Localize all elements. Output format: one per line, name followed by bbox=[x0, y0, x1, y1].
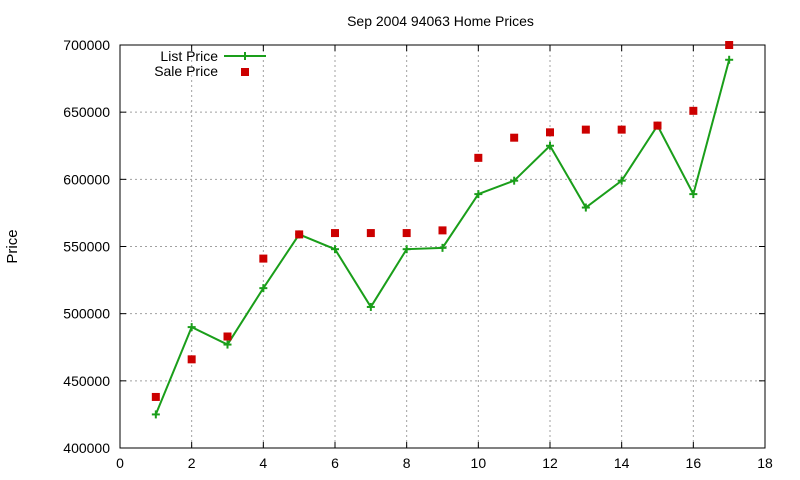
sale-price-point bbox=[402, 229, 411, 238]
list-price-point bbox=[617, 176, 626, 185]
x-tick-label: 8 bbox=[403, 455, 411, 471]
legend-swatch-list-price bbox=[224, 52, 266, 60]
legend-plus-marker bbox=[241, 52, 249, 60]
sale-price-point bbox=[581, 125, 590, 134]
x-tick-label: 12 bbox=[542, 455, 558, 471]
sale-price-point bbox=[331, 229, 339, 238]
chart-title: Sep 2004 94063 Home Prices bbox=[347, 13, 534, 29]
list-price-point bbox=[223, 340, 232, 349]
y-tick-label: 500000 bbox=[63, 306, 110, 322]
sale-price-point bbox=[295, 230, 304, 239]
list-price-point bbox=[402, 245, 411, 254]
sale-price-point bbox=[653, 121, 662, 130]
x-tick-label: 16 bbox=[686, 455, 702, 471]
list-price-point bbox=[187, 323, 196, 332]
list-price-point bbox=[725, 55, 734, 64]
legend-swatch-sale-price bbox=[241, 68, 249, 76]
list-price-point bbox=[151, 410, 160, 419]
sale-price-point bbox=[725, 41, 734, 49]
series-layer bbox=[151, 41, 734, 419]
sale-price-point bbox=[546, 128, 554, 137]
y-tick-label: 650000 bbox=[63, 104, 110, 120]
list-price-point bbox=[546, 141, 554, 150]
y-tick-label: 450000 bbox=[63, 373, 110, 389]
axis-ticks: 0 2 4 6 8 10 12 14 16 18 400000 450000 500000 550000 6… bbox=[63, 37, 773, 471]
sale-price-point bbox=[617, 125, 626, 134]
list-price-line bbox=[154, 59, 731, 415]
y-tick-label: 700000 bbox=[63, 37, 110, 53]
sale-price-point bbox=[474, 153, 483, 162]
sale-price-point bbox=[438, 226, 447, 235]
sale-price-point bbox=[187, 355, 196, 364]
list-price-point bbox=[581, 203, 590, 212]
list-price-point bbox=[331, 245, 339, 254]
list-price-point bbox=[510, 176, 519, 185]
y-tick-label: 400000 bbox=[63, 440, 110, 456]
x-tick-label: 4 bbox=[259, 455, 267, 471]
list-price-point bbox=[689, 190, 698, 199]
legend-label-sale-price: Sale Price bbox=[154, 63, 218, 79]
sale-price-point bbox=[689, 106, 698, 115]
x-tick-label: 6 bbox=[331, 455, 339, 471]
sale-price-point bbox=[223, 332, 232, 341]
list-price-point bbox=[474, 190, 483, 199]
sale-price-point bbox=[510, 133, 519, 142]
list-price-point bbox=[366, 302, 375, 311]
x-tick-label: 2 bbox=[188, 455, 196, 471]
list-price-point bbox=[438, 243, 447, 252]
sale-price-point bbox=[366, 229, 375, 238]
x-tick-label: 14 bbox=[614, 455, 630, 471]
legend: List Price Sale Price bbox=[154, 48, 266, 79]
x-tick-label: 18 bbox=[757, 455, 773, 471]
sale-price-point bbox=[259, 254, 268, 263]
y-tick-label: 550000 bbox=[63, 239, 110, 255]
sale-price-point bbox=[151, 392, 160, 401]
x-tick-label: 0 bbox=[116, 455, 124, 471]
x-tick-label: 10 bbox=[471, 455, 487, 471]
legend-square-marker bbox=[241, 68, 249, 76]
y-tick-label: 600000 bbox=[63, 171, 110, 187]
list-price-point bbox=[259, 284, 268, 293]
y-axis-label: Price bbox=[4, 229, 21, 263]
legend-label-list-price: List Price bbox=[160, 48, 218, 64]
